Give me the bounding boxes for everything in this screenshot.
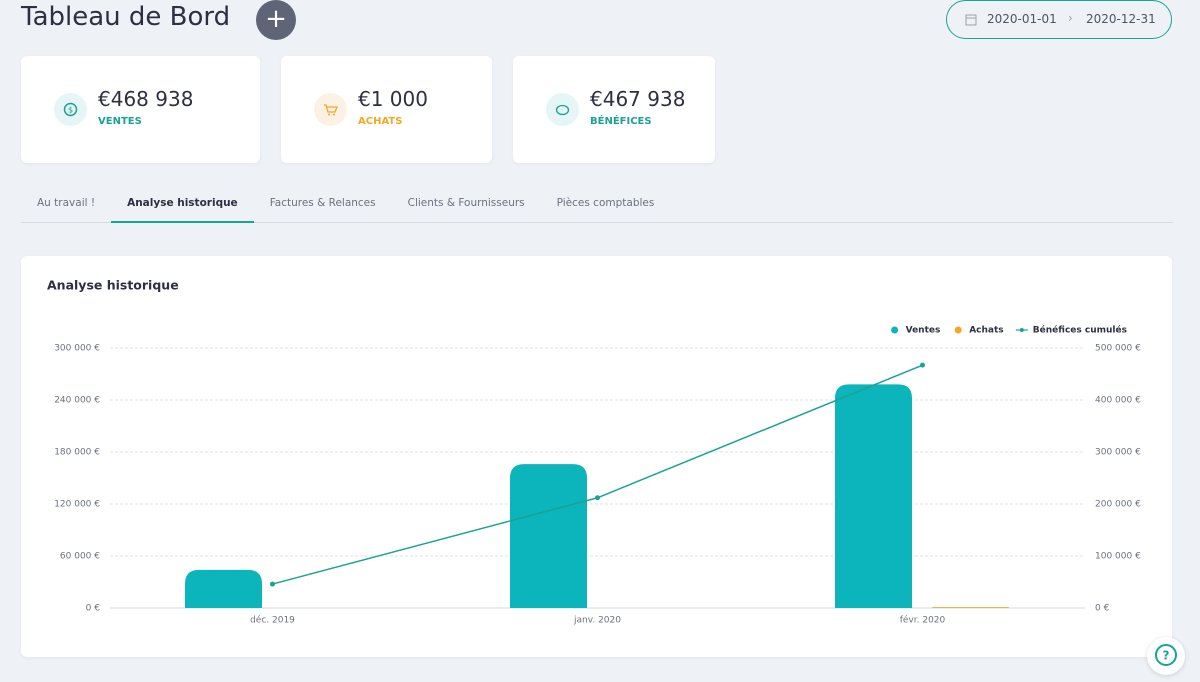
line-series <box>272 364 923 585</box>
date-start: 2020-01-01 <box>987 12 1057 26</box>
date-range[interactable]: 2020-01-01 › 2020-12-31 <box>946 0 1172 39</box>
y2-tick-label: 500 000 € <box>1095 344 1141 354</box>
y-tick-label: 240 000 € <box>54 396 100 406</box>
bar <box>932 607 1009 608</box>
stat-icon <box>314 93 347 126</box>
bar <box>835 384 912 608</box>
y-tick-label: 120 000 € <box>54 500 100 510</box>
stat-label: ACHATS <box>358 116 403 127</box>
stat-label: BÉNÉFICES <box>590 116 652 127</box>
y2-tick-label: 400 000 € <box>1095 396 1141 406</box>
x-tick-label: déc. 2019 <box>250 615 295 626</box>
stat-card: €467 938 BÉNÉFICES <box>513 56 715 163</box>
y2-tick-label: 200 000 € <box>1095 500 1141 510</box>
y2-tick-label: 0 € <box>1095 604 1110 614</box>
y-tick-label: 60 000 € <box>60 552 100 562</box>
separator: › <box>1068 11 1073 25</box>
help-button[interactable]: ? <box>1147 637 1185 675</box>
bar <box>185 569 262 608</box>
stat-card: €1 000 ACHATS <box>281 56 492 163</box>
y-tick-label: 0 € <box>86 604 101 614</box>
y-tick-label: 180 000 € <box>54 448 100 458</box>
tab-bar: Au travail ! Analyse historique Factures… <box>21 196 1173 223</box>
calendar-icon <box>965 14 977 26</box>
line-point <box>920 362 925 368</box>
legend-label: Ventes <box>906 326 941 336</box>
stat-label: VENTES <box>98 116 142 127</box>
bar <box>510 464 587 608</box>
add-button[interactable]: + <box>256 0 296 40</box>
legend-marker <box>954 326 962 334</box>
tab[interactable]: Factures & Relances <box>269 197 376 209</box>
x-tick-label: févr. 2020 <box>900 615 946 626</box>
tab[interactable]: Au travail ! <box>37 197 96 209</box>
stat-icon <box>546 93 579 126</box>
x-tick-label: janv. 2020 <box>573 616 621 626</box>
svg-text:$: $ <box>68 106 73 115</box>
legend-marker <box>1019 328 1024 332</box>
svg-text:?: ? <box>1163 649 1170 663</box>
line-point <box>595 495 600 501</box>
stat-value: €1 000 <box>358 87 428 111</box>
stat-card: $ €468 938 VENTES <box>21 56 260 163</box>
tab[interactable]: Pièces comptables <box>556 197 655 209</box>
line-point <box>270 581 275 587</box>
y-tick-label: 300 000 € <box>54 344 100 354</box>
page-title: Tableau de Bord <box>21 2 231 32</box>
stat-value: €467 938 <box>590 87 686 111</box>
stat-icon: $ <box>54 93 87 126</box>
stat-value: €468 938 <box>98 87 194 111</box>
tab[interactable]: Clients & Fournisseurs <box>407 197 525 209</box>
y2-tick-label: 100 000 € <box>1095 552 1141 562</box>
legend-label: Bénéfices cumulés <box>1033 325 1127 336</box>
legend-label: Achats <box>969 326 1003 336</box>
y2-tick-label: 300 000 € <box>1095 448 1141 458</box>
legend-marker <box>891 326 899 334</box>
chart-title: Analyse historique <box>47 278 179 293</box>
tab[interactable]: Analyse historique <box>111 196 254 223</box>
date-end: 2020-12-31 <box>1086 12 1156 26</box>
